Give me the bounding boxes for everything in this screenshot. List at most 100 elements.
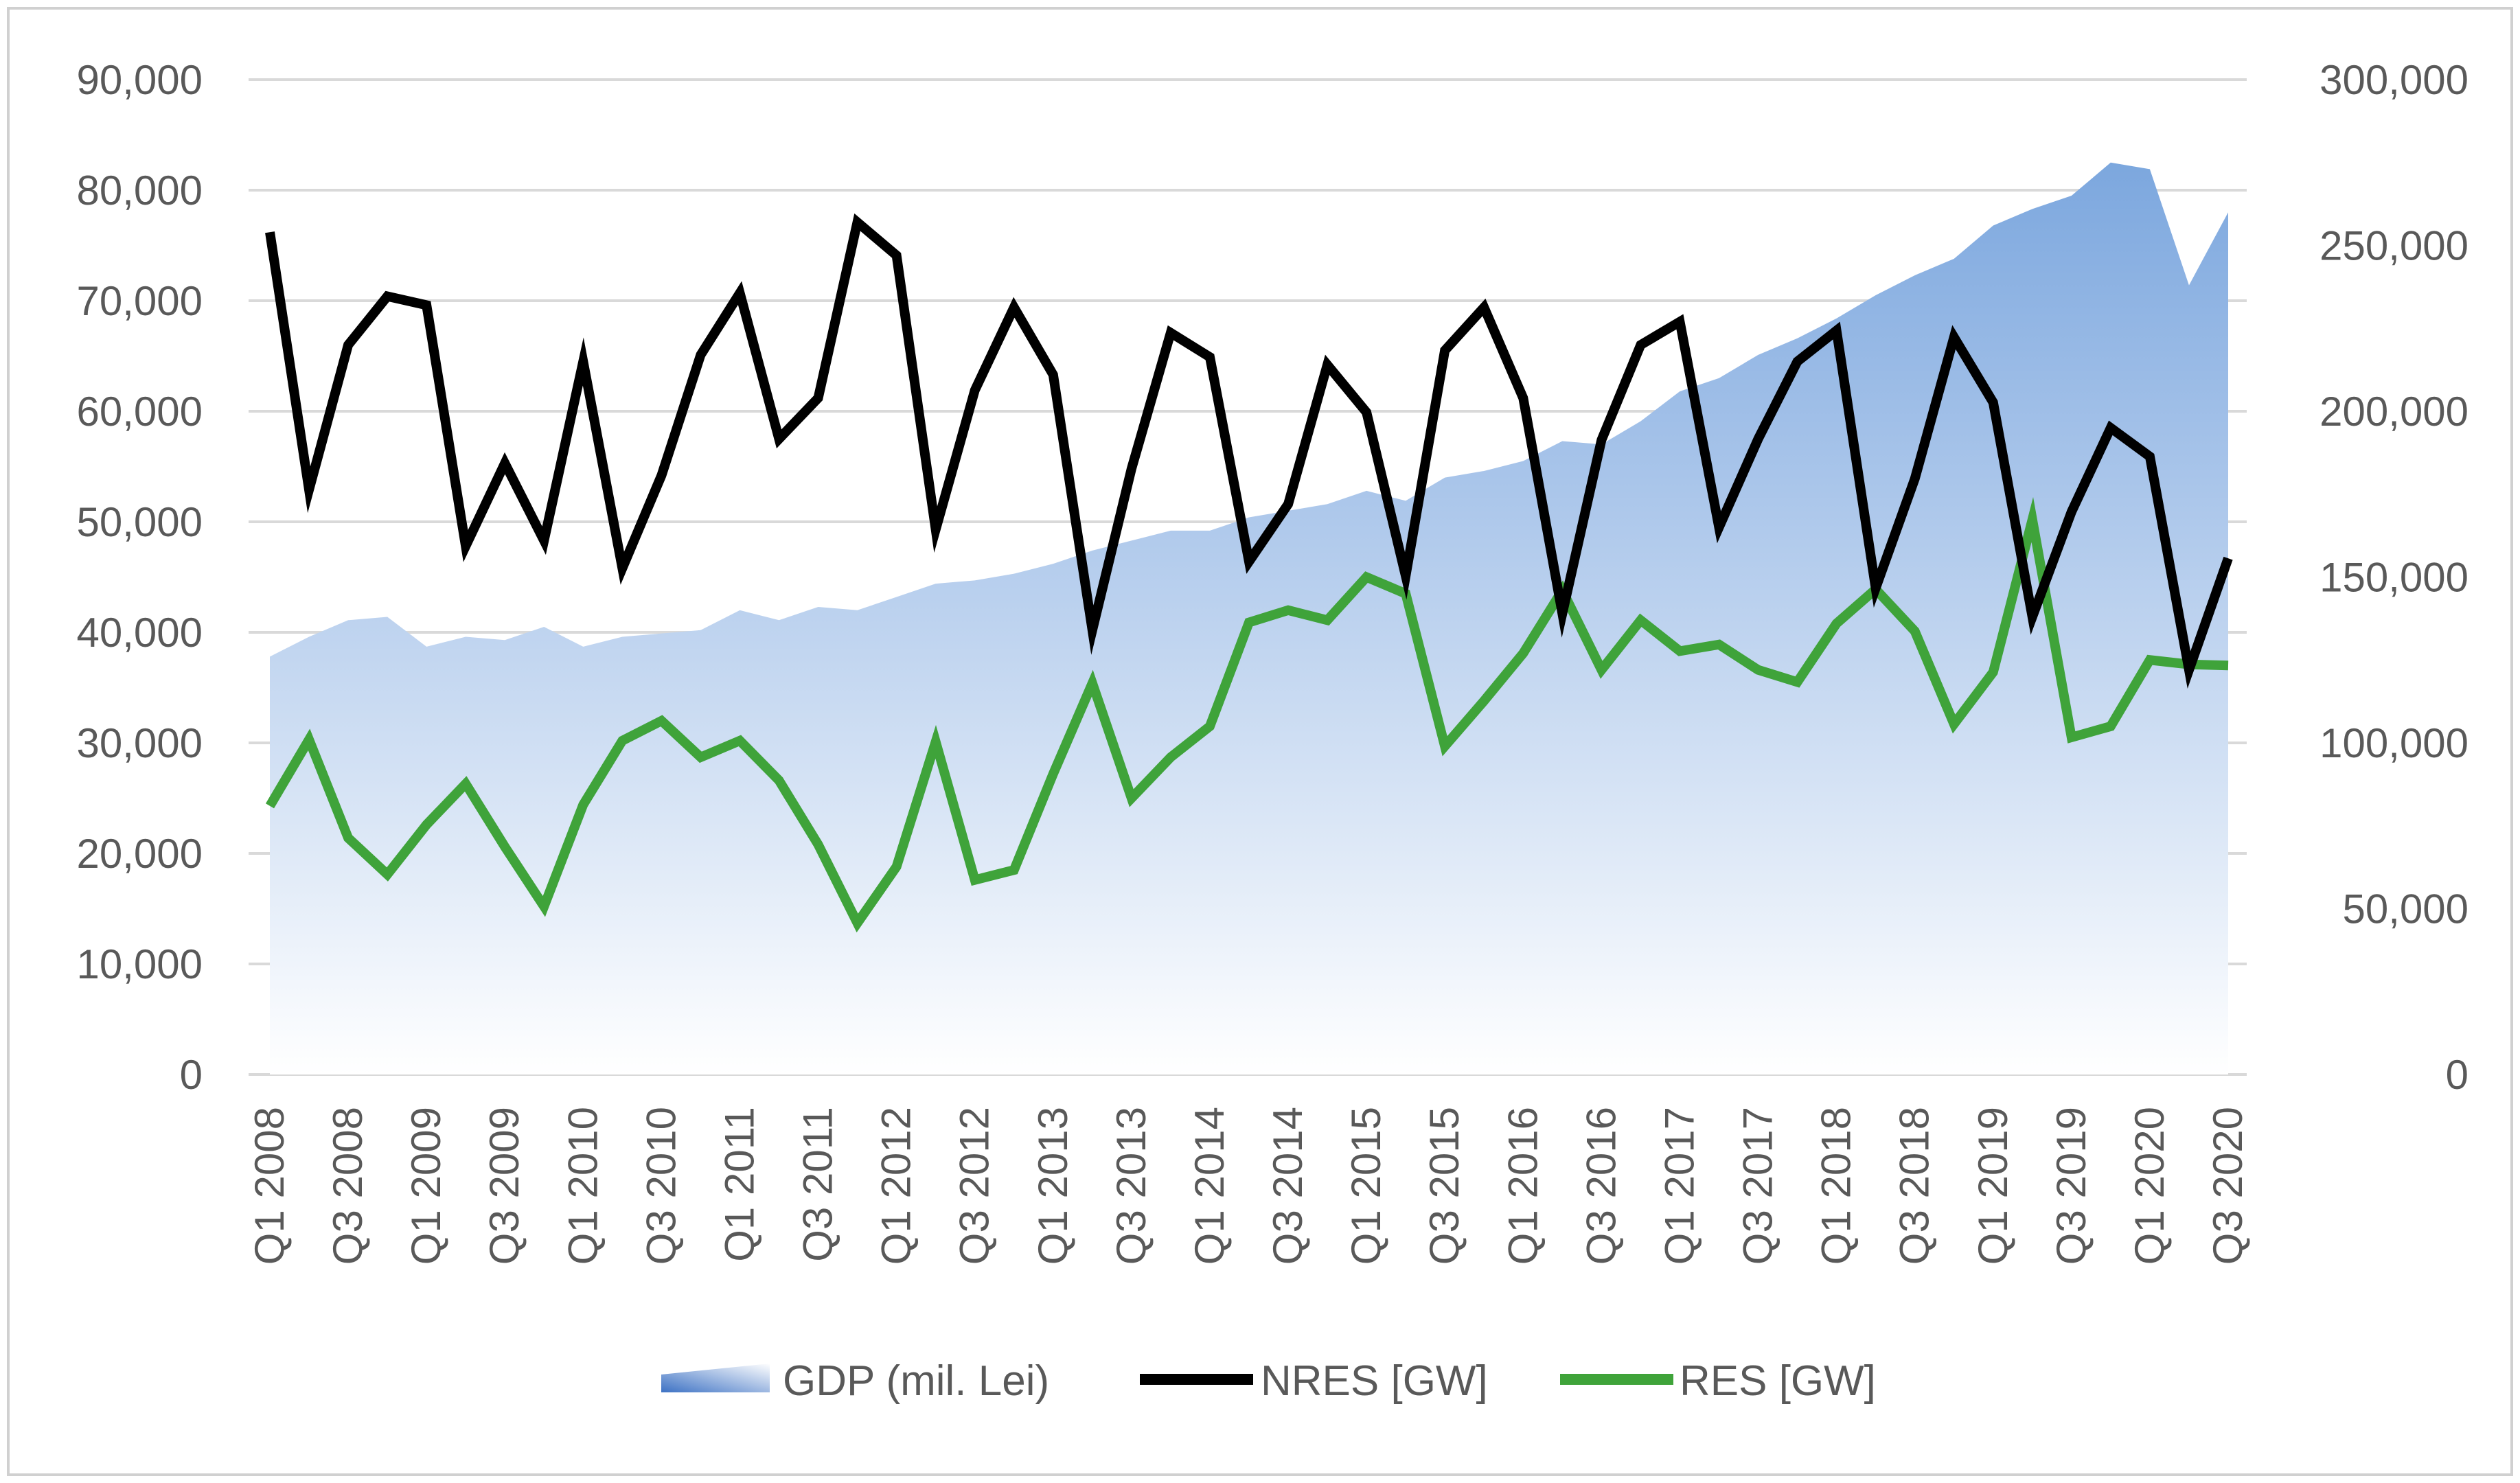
x-tick-label: Q1 2019	[1970, 1107, 2016, 1265]
res-point	[1249, 622, 1250, 623]
nres-point	[2071, 511, 2072, 512]
secondary-y-axis: 0 50,000 100,000 150,000 200,000 250,000 300,0…	[2319, 57, 2469, 1098]
y-tick-label: 70,000	[76, 278, 203, 324]
res-point	[1836, 623, 1837, 624]
y2-tick-label: 300,000	[2319, 57, 2469, 103]
x-tick-label: Q1 2015	[1343, 1107, 1389, 1265]
y-tick-label: 80,000	[76, 168, 203, 214]
x-tick-label: Q3 2017	[1735, 1107, 1781, 1265]
legend-item-nres: NRES [GW]	[1140, 1357, 1488, 1405]
y-tick-label: 30,000	[76, 720, 203, 766]
y-tick-label: 10,000	[76, 941, 203, 987]
line-series-layer	[265, 213, 2233, 933]
y-tick-label: 50,000	[76, 499, 203, 545]
y-tick-label: 0	[180, 1052, 203, 1098]
res-point	[1484, 700, 1485, 701]
legend-label-nres: NRES [GW]	[1261, 1357, 1488, 1405]
y-tick-label: 90,000	[76, 57, 203, 103]
x-tick-label: Q1 2012	[873, 1107, 919, 1265]
legend-item-res: RES [GW]	[1560, 1357, 1876, 1405]
nres-point	[1836, 330, 1837, 331]
x-tick-label: Q1 2011	[716, 1107, 762, 1262]
primary-y-axis: 0 10,000 20,000 30,000 40,000 50,000 60,000 70,…	[76, 57, 203, 1098]
y2-tick-label: 0	[2446, 1052, 2469, 1098]
nres-point	[1131, 468, 1132, 469]
legend-label-gdp: GDP (mil. Lei)	[783, 1357, 1049, 1405]
y2-tick-label: 200,000	[2319, 389, 2469, 435]
legend-label-res: RES [GW]	[1680, 1357, 1876, 1405]
res-point	[387, 874, 388, 875]
legend: GDP (mil. Lei) NRES [GW] RES [GW]	[661, 1357, 1876, 1405]
res-point	[661, 720, 662, 721]
nres-point	[700, 354, 701, 355]
nres-point	[544, 540, 545, 541]
x-tick-label: Q3 2016	[1578, 1107, 1624, 1265]
x-tick-label: Q1 2013	[1030, 1107, 1076, 1265]
x-tick-label: Q3 2010	[638, 1107, 684, 1265]
x-tick-label: Q3 2014	[1265, 1107, 1311, 1265]
nres-point	[1601, 439, 1602, 440]
res-point	[1640, 620, 1641, 621]
nres-point	[1288, 504, 1289, 505]
y-tick-label: 20,000	[76, 831, 203, 877]
x-tick-label: Q3 2008	[325, 1107, 371, 1265]
x-tick-label: Q1 2017	[1656, 1107, 1702, 1265]
x-tick-label: Q1 2018	[1813, 1107, 1859, 1265]
x-tick-label: Q3 2015	[1421, 1107, 1467, 1265]
x-tick-label: Q3 2019	[2048, 1107, 2094, 1265]
x-tick-label: Q1 2009	[403, 1107, 449, 1265]
res-point	[270, 805, 271, 806]
res-point	[1523, 653, 1524, 654]
x-tick-label: Q3 2011	[795, 1107, 841, 1262]
res-point	[309, 739, 310, 740]
res-point	[1013, 870, 1014, 871]
res-point	[2228, 665, 2229, 666]
nres-point	[1366, 412, 1367, 413]
y2-tick-label: 100,000	[2319, 720, 2469, 766]
x-tick-label: Q3 2020	[2205, 1107, 2251, 1265]
nres-point	[1209, 357, 1210, 358]
x-tick-label: Q3 2009	[481, 1107, 527, 1265]
nres-line	[265, 213, 2233, 689]
x-tick-label: Q3 2013	[1108, 1107, 1154, 1265]
x-tick-label: Q3 2012	[952, 1107, 998, 1265]
nres-point	[974, 390, 975, 391]
res-point	[1327, 620, 1328, 621]
res-point	[1758, 669, 1759, 670]
nres-point	[1484, 307, 1485, 308]
nres-point	[1562, 613, 1563, 614]
nres-point	[387, 296, 388, 297]
nres-point	[2188, 669, 2189, 670]
x-tick-label: Q1 2008	[247, 1107, 293, 1265]
legend-item-gdp: GDP (mil. Lei)	[661, 1357, 1049, 1405]
x-tick-label: Q1 2014	[1187, 1107, 1233, 1265]
res-point	[622, 740, 623, 741]
y2-tick-label: 150,000	[2319, 555, 2469, 601]
nres-point	[1797, 361, 1798, 362]
x-tick-label: Q1 2020	[2127, 1107, 2173, 1265]
nres-point	[1013, 307, 1014, 308]
legend-swatch-gdp	[661, 1364, 770, 1392]
y2-tick-label: 50,000	[2342, 886, 2469, 932]
nres-point	[661, 475, 662, 476]
x-tick-label: Q3 2018	[1892, 1107, 1938, 1265]
nres-point	[935, 529, 936, 530]
nres-point	[426, 305, 427, 306]
y-tick-label: 40,000	[76, 610, 203, 656]
res-point	[1914, 631, 1915, 632]
y-tick-label: 60,000	[76, 389, 203, 435]
y2-tick-label: 250,000	[2319, 223, 2469, 269]
nres-point	[270, 232, 271, 233]
res-point	[544, 906, 545, 907]
nres-point	[1249, 561, 1250, 562]
nres-point	[2228, 558, 2229, 559]
res-point	[896, 866, 897, 867]
x-tick-label: Q1 2010	[560, 1107, 606, 1265]
nres-point	[1170, 332, 1171, 333]
nres-point	[583, 361, 584, 362]
res-point	[1601, 669, 1602, 670]
x-tick-label: Q1 2016	[1500, 1107, 1546, 1265]
res-line	[265, 496, 2229, 933]
